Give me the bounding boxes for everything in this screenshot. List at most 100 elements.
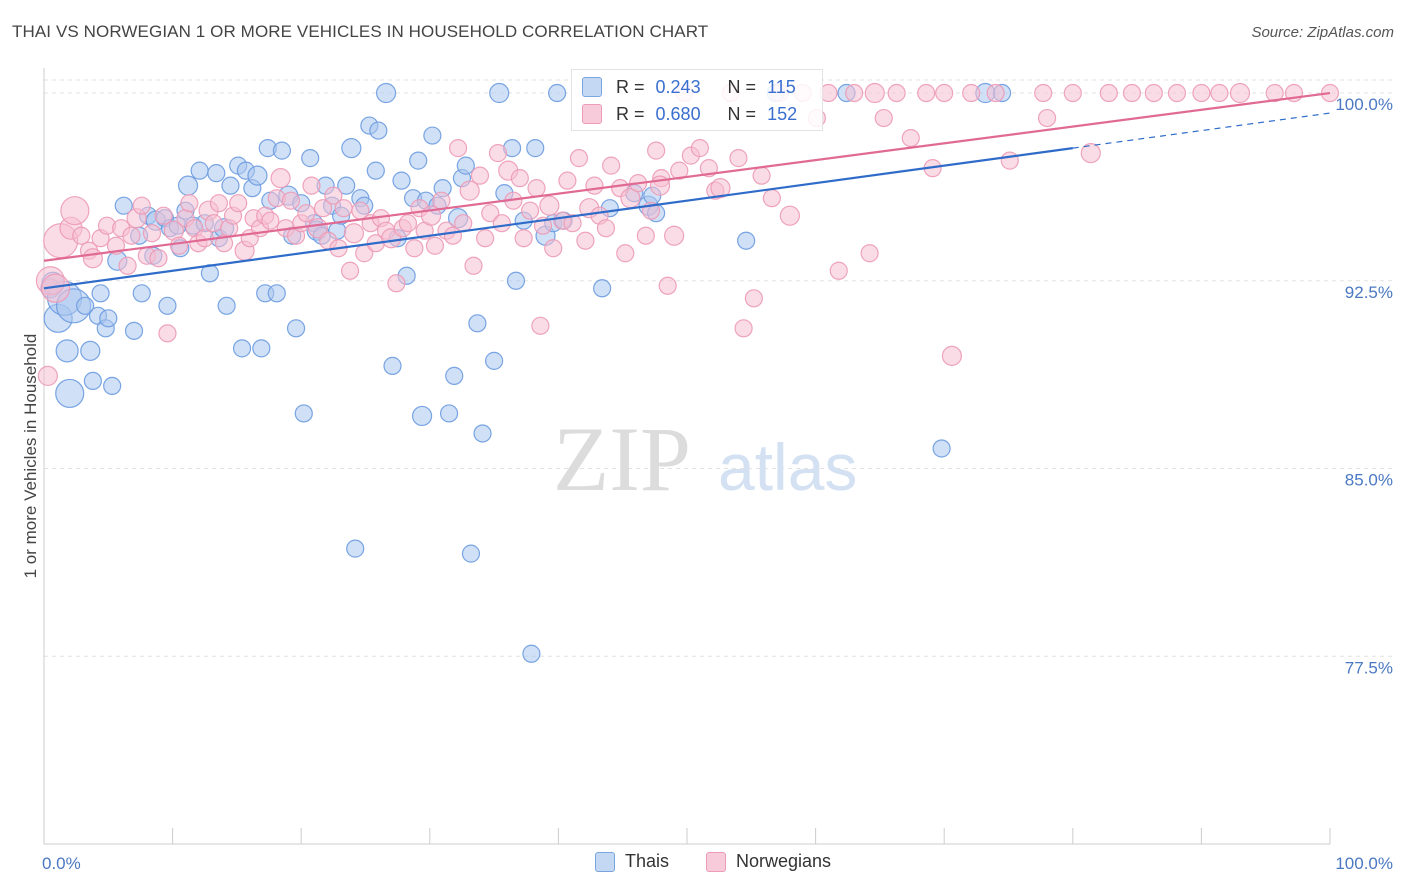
norwegians-point <box>180 194 199 213</box>
n-value-norwegians: 152 <box>767 103 798 124</box>
r-label: R = <box>616 76 645 97</box>
thais-point <box>366 161 385 180</box>
norwegians-point <box>558 171 577 190</box>
thais-point <box>103 376 122 396</box>
norwegians-point <box>448 139 468 158</box>
norwegians-point <box>1000 151 1019 170</box>
thais-point <box>124 321 144 340</box>
thais-point <box>439 404 459 423</box>
norwegians-point <box>917 83 936 103</box>
norwegians-point <box>779 205 800 226</box>
norwegians-point <box>527 179 546 198</box>
norwegians-point <box>585 176 604 195</box>
norwegians-point <box>1229 82 1251 104</box>
norwegians-point <box>616 244 635 263</box>
norwegians-point <box>734 319 753 338</box>
norwegians-point <box>1099 83 1118 103</box>
thais-point <box>252 339 271 358</box>
thais-point <box>932 439 951 458</box>
thais-point <box>217 296 236 315</box>
norwegians-point <box>874 108 893 128</box>
thais-point <box>55 378 85 409</box>
norwegians-legend-swatch <box>706 851 726 872</box>
norwegians-point <box>1034 83 1053 103</box>
thais-point <box>272 141 292 160</box>
series-norwegians <box>35 82 1340 386</box>
legend-label-thais: Thais <box>625 851 670 871</box>
norwegians-point <box>40 273 71 303</box>
norwegians-point <box>744 289 763 308</box>
y-tick-label: 77.5% <box>1345 658 1393 677</box>
norwegians-swatch <box>582 104 602 124</box>
r-value-norwegians: 0.680 <box>655 103 701 124</box>
legend-item-norwegians[interactable]: Norwegians <box>706 851 831 872</box>
norwegians-point <box>986 83 1005 103</box>
thais-point <box>468 314 487 333</box>
legend-item-thais[interactable]: Thais <box>595 851 669 872</box>
n-label: N = <box>727 103 757 124</box>
y-tick-label: 85.0% <box>1345 471 1393 490</box>
norwegians-point <box>829 261 848 280</box>
norwegians-point <box>1037 108 1057 128</box>
thais-point <box>76 296 95 315</box>
thais-point <box>737 231 756 250</box>
thais-point <box>526 139 545 158</box>
norwegians-point <box>158 324 177 343</box>
watermark-atlas: atlas <box>718 430 857 504</box>
norwegians-point <box>762 189 781 208</box>
norwegians-point <box>142 224 162 243</box>
y-tick-labels: 77.5% 85.0% 92.5% 100.0% <box>1335 95 1393 677</box>
norwegians-point <box>860 244 879 263</box>
thais-point <box>91 284 110 303</box>
thais-point <box>301 149 320 168</box>
norwegians-point <box>270 168 291 189</box>
y-tick-label: 100.0% <box>1335 95 1393 114</box>
thais-point <box>461 544 481 563</box>
thais-point <box>369 121 388 140</box>
thais-point <box>383 356 402 375</box>
norwegians-point <box>962 83 981 103</box>
thais-point <box>114 196 133 215</box>
thais-point <box>247 165 268 186</box>
norwegians-point <box>154 206 173 225</box>
thais-point <box>207 164 226 183</box>
norwegians-point <box>1265 83 1284 103</box>
norwegians-point <box>132 196 151 215</box>
norwegians-point <box>297 204 316 223</box>
thais-point <box>411 405 433 427</box>
n-label: N = <box>727 76 757 97</box>
chart-title: THAI VS NORWEGIAN 1 OR MORE VEHICLES IN … <box>12 22 709 41</box>
norwegians-point <box>313 199 333 218</box>
thais-point <box>423 126 442 145</box>
norwegians-point <box>209 194 228 213</box>
norwegians-point <box>492 214 511 233</box>
n-value-thais: 115 <box>767 76 796 97</box>
norwegians-point <box>340 261 360 280</box>
norwegians-point <box>343 223 365 244</box>
thais-point <box>456 156 475 175</box>
thais-point <box>55 339 79 363</box>
x-tick-label-min: 0.0% <box>42 854 81 873</box>
thais-point <box>522 644 541 663</box>
thais-point <box>294 404 313 423</box>
chart-source: Source: ZipAtlas.com <box>1251 24 1394 41</box>
norwegians-point <box>334 199 353 218</box>
norwegians-point <box>864 82 885 104</box>
norwegians-point <box>82 248 103 269</box>
norwegians-point <box>539 195 560 216</box>
norwegians-point <box>636 226 655 245</box>
norwegians-point <box>510 169 529 188</box>
thais-point <box>506 271 526 290</box>
norwegians-point <box>647 141 666 160</box>
norwegians-point <box>563 214 582 233</box>
norwegians-point <box>302 176 321 195</box>
legend-label-norwegians: Norwegians <box>736 851 832 871</box>
norwegians-point <box>887 83 906 103</box>
stats-row-norwegians: R = 0.680 N = 152 <box>582 101 797 127</box>
thais-point <box>445 366 464 385</box>
r-label: R = <box>616 103 645 124</box>
thais-swatch <box>582 77 602 97</box>
norwegians-point <box>1063 83 1082 103</box>
norwegians-point <box>281 191 301 210</box>
